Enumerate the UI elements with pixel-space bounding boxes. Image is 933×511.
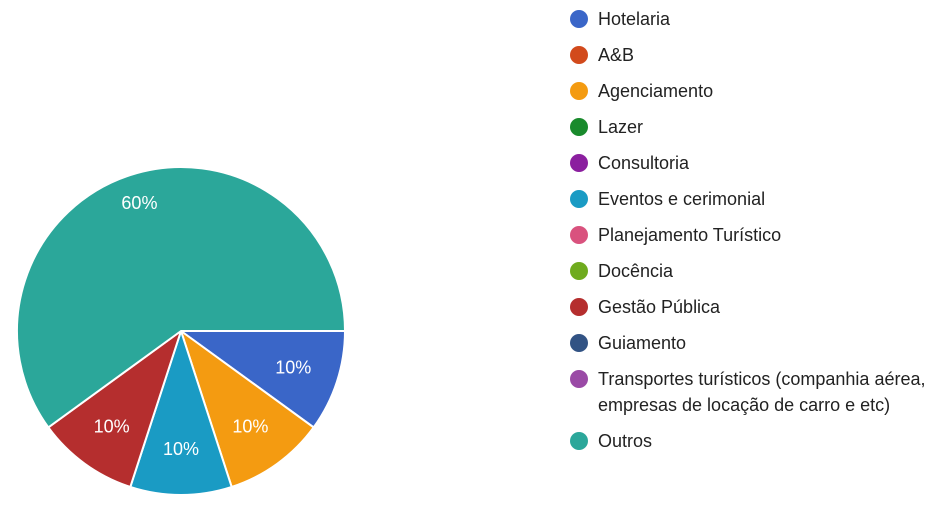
legend-label: Agenciamento [598, 81, 714, 101]
legend-swatch [570, 190, 588, 208]
legend-swatch [570, 226, 588, 244]
legend-label: Docência [598, 261, 674, 281]
pie-slice-0 [177, 330, 347, 429]
legend-label: Outros [598, 431, 653, 451]
pie-slice-label-5: 10% [163, 439, 199, 459]
pie-slice-8 [46, 328, 183, 489]
legend-item: Agenciamento [570, 78, 930, 104]
legend-swatch [570, 82, 588, 100]
legend-label: Eventos e cerimonial [598, 189, 766, 209]
legend-item: A&B [570, 42, 930, 68]
legend-item: Outros [570, 428, 930, 454]
legend-item: Transportes turísticos (companhia aérea,… [570, 366, 930, 418]
pie-slice-label-0: 10% [275, 357, 311, 377]
legend-item: Planejamento Turístico [570, 222, 930, 248]
legend-label: Guiamento [598, 333, 687, 353]
legend-item: Eventos e cerimonial [570, 186, 930, 212]
pie-slice-label-2: 10% [232, 417, 268, 437]
legend-label: Transportes turísticos (companhia aérea,… [598, 369, 926, 415]
legend-swatch [570, 154, 588, 172]
pie-slice-label-8: 10% [94, 417, 130, 437]
legend-swatch [570, 118, 588, 136]
legend-swatch [570, 10, 588, 28]
pie-slice-2 [179, 328, 316, 489]
legend-item: Consultoria [570, 150, 930, 176]
legend-item: Docência [570, 258, 930, 284]
legend-swatch [570, 262, 588, 280]
legend-label: Consultoria [598, 153, 690, 173]
legend-label: Hotelaria [598, 9, 671, 29]
legend-item: Hotelaria [570, 6, 930, 32]
legend-swatch [570, 432, 588, 450]
legend-swatch [570, 298, 588, 316]
legend-label: Planejamento Turístico [598, 225, 782, 245]
legend-item: Guiamento [570, 330, 930, 356]
pie-slice-5 [129, 327, 233, 496]
pie-slice-11 [16, 166, 347, 429]
pie-slice-label-11: 60% [121, 193, 157, 213]
legend-label: Lazer [598, 117, 644, 137]
legend: Hotelaria A&B Agenciamento Lazer Consultoria… [570, 6, 930, 464]
legend-swatch [570, 334, 588, 352]
legend-swatch [570, 46, 588, 64]
legend-item: Gestão Pública [570, 294, 930, 320]
legend-item: Lazer [570, 114, 930, 140]
pie-plot: 10% 10% 10% 10% 60% [16, 166, 347, 496]
legend-label: A&B [598, 45, 635, 65]
legend-swatch [570, 370, 588, 388]
legend-label: Gestão Pública [598, 297, 721, 317]
